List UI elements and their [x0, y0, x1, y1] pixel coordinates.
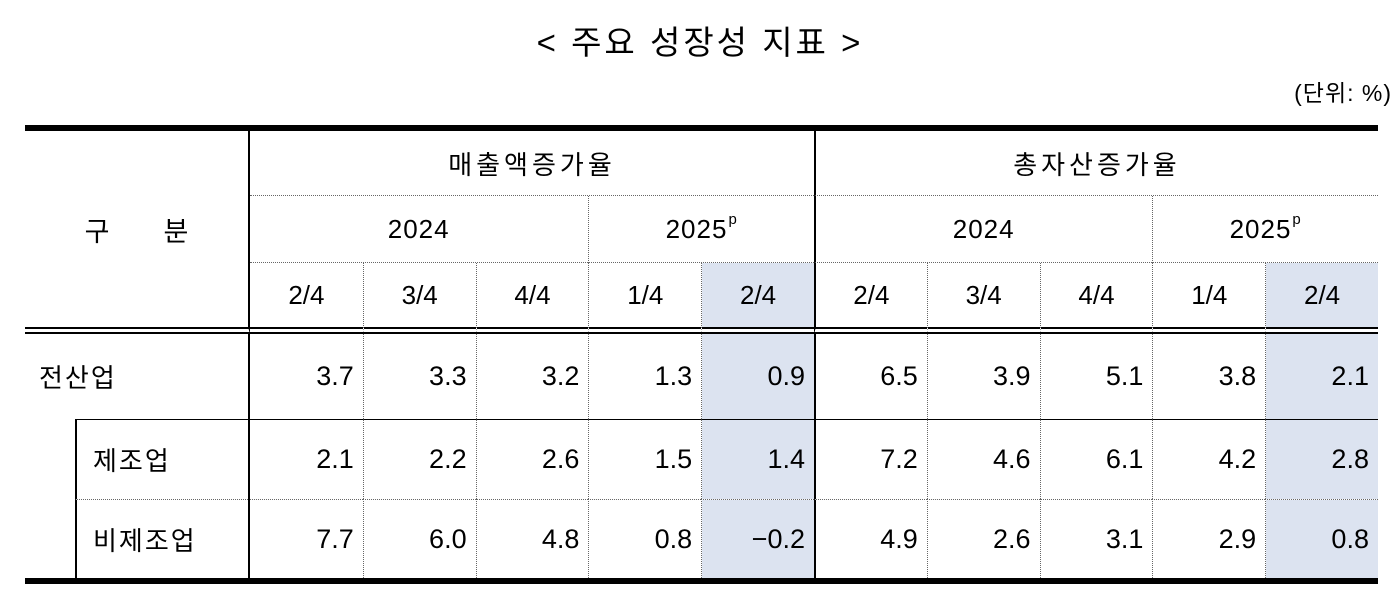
- year-label: 2025: [1229, 213, 1292, 244]
- value-cell-highlighted: 2.1: [1265, 334, 1378, 419]
- value-cell: 1.3: [588, 334, 701, 419]
- quarter-header-highlighted: 2/4: [701, 263, 814, 334]
- group-header-asset-growth: 총자산증가율: [813, 131, 1378, 196]
- value-cell: 6.1: [1039, 419, 1153, 499]
- value-cell: 6.5: [813, 334, 927, 419]
- year-label: 2024: [952, 213, 1015, 244]
- value-cell-highlighted: −0.2: [701, 499, 814, 578]
- year-label: 2024: [387, 213, 450, 244]
- year-header: 2025 p: [588, 196, 814, 263]
- value-cell-highlighted: 0.8: [1265, 499, 1378, 578]
- value-cell-highlighted: 1.4: [701, 419, 814, 499]
- row-label-manufacturing: 제조업: [75, 419, 248, 499]
- row-label-cell: 제조업: [25, 419, 250, 499]
- quarter-header: 2/4: [813, 263, 927, 334]
- page-title: < 주요 성장성 지표 >: [536, 24, 864, 61]
- value-cell: 7.2: [813, 419, 927, 499]
- quarter-header: 3/4: [362, 263, 476, 334]
- value-cell: 4.9: [813, 499, 927, 578]
- value-cell: 3.7: [316, 361, 354, 391]
- growth-indicators-table: 구 분 매출액증가율 총자산증가율 2024 2025 p 2024 2025 p …: [25, 125, 1378, 584]
- year-header: 2025 p: [1152, 196, 1378, 263]
- unit-note: (단위: %): [1294, 80, 1392, 106]
- value-cell: 2.9: [1152, 499, 1266, 578]
- value-cell: 7.7: [250, 499, 363, 578]
- value-cell-highlighted: 2.8: [1265, 419, 1378, 499]
- value-cell: 2.2: [362, 419, 476, 499]
- year-header: 2024: [813, 196, 1153, 263]
- quarter-header: 3/4: [926, 263, 1040, 334]
- value-cell: 3.2: [475, 334, 589, 419]
- value-cell: 5.1: [1039, 334, 1153, 419]
- value-cell: 2.6: [475, 419, 589, 499]
- quarter-header: 4/4: [475, 263, 589, 334]
- year-header: 2024: [250, 196, 589, 263]
- value-cell: 6.0: [362, 499, 476, 578]
- row-label-non-manufacturing: 비제조업: [75, 499, 248, 578]
- quarter-header: 1/4: [588, 263, 702, 334]
- group-header-sales-growth: 매출액증가율: [250, 131, 814, 196]
- quarter-header-highlighted: 2/4: [1265, 263, 1378, 334]
- quarter-header: 4/4: [1039, 263, 1153, 334]
- value-cell: 3.9: [926, 334, 1040, 419]
- quarter-header: 2/4: [250, 263, 363, 334]
- value-cell: 4.8: [475, 499, 589, 578]
- value-cell: 2.6: [926, 499, 1040, 578]
- quarter-header: 1/4: [1152, 263, 1266, 334]
- value-cell: 4.6: [926, 419, 1040, 499]
- row-label-text: 제조업: [93, 446, 171, 476]
- value-cell: 3.1: [1039, 499, 1153, 578]
- year-label: 2025: [665, 213, 728, 244]
- row-label-text: 비제조업: [93, 525, 197, 556]
- value-cell: 3.3: [362, 334, 476, 419]
- row-label-all-industries: 전산업: [25, 334, 250, 419]
- value-cell: 0.8: [588, 499, 702, 578]
- corner-header-cell: 구 분: [25, 131, 250, 334]
- row-label-cell: 비제조업: [25, 499, 250, 578]
- value-cell: 4.2: [1152, 419, 1266, 499]
- value-cell-highlighted: 0.9: [701, 334, 814, 419]
- value-cell: 3.8: [1152, 334, 1265, 419]
- value-cell: 2.1: [250, 419, 363, 499]
- value-cell: 1.5: [588, 419, 702, 499]
